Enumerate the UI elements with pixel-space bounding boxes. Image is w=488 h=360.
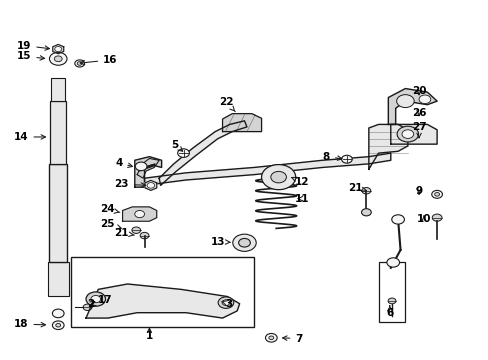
- Circle shape: [177, 149, 189, 157]
- Circle shape: [341, 155, 351, 163]
- Circle shape: [361, 188, 370, 194]
- Circle shape: [49, 52, 67, 65]
- Text: 2: 2: [87, 299, 95, 309]
- Circle shape: [147, 183, 154, 188]
- Circle shape: [238, 238, 250, 247]
- Circle shape: [86, 292, 105, 306]
- Text: 22: 22: [218, 97, 235, 112]
- Text: 4: 4: [115, 158, 132, 168]
- Polygon shape: [368, 125, 407, 169]
- Circle shape: [218, 297, 233, 309]
- Circle shape: [418, 95, 430, 104]
- Text: 12: 12: [291, 177, 308, 187]
- Text: 27: 27: [411, 122, 426, 138]
- Text: 24: 24: [100, 204, 120, 215]
- Text: 23: 23: [114, 179, 145, 189]
- Polygon shape: [387, 89, 436, 125]
- Circle shape: [361, 209, 370, 216]
- Text: 16: 16: [80, 55, 118, 65]
- Text: 21: 21: [348, 183, 366, 193]
- Polygon shape: [159, 121, 246, 185]
- Polygon shape: [122, 207, 157, 221]
- Circle shape: [431, 214, 441, 221]
- Circle shape: [132, 227, 141, 233]
- Text: 21: 21: [114, 228, 134, 238]
- Circle shape: [434, 193, 439, 196]
- Text: 19: 19: [17, 41, 49, 50]
- Polygon shape: [137, 158, 159, 178]
- Circle shape: [91, 296, 101, 303]
- Circle shape: [52, 321, 64, 329]
- Circle shape: [77, 62, 82, 65]
- Circle shape: [386, 258, 399, 267]
- Circle shape: [396, 126, 418, 142]
- Bar: [49, 164, 67, 262]
- Bar: [50, 101, 66, 164]
- Circle shape: [54, 56, 62, 62]
- Circle shape: [387, 298, 395, 304]
- Circle shape: [135, 162, 147, 171]
- Polygon shape: [222, 114, 261, 132]
- Text: 20: 20: [411, 86, 426, 96]
- Circle shape: [270, 171, 286, 183]
- Text: 1: 1: [145, 328, 153, 341]
- Circle shape: [222, 300, 229, 306]
- Polygon shape: [144, 180, 157, 190]
- Circle shape: [268, 336, 273, 339]
- Text: 10: 10: [416, 214, 430, 224]
- Text: 25: 25: [100, 219, 121, 229]
- Circle shape: [232, 234, 256, 251]
- Text: 14: 14: [14, 132, 45, 142]
- Circle shape: [55, 46, 61, 52]
- Text: 13: 13: [210, 237, 230, 247]
- Text: 3: 3: [222, 299, 232, 309]
- Polygon shape: [53, 44, 63, 54]
- Text: 17: 17: [91, 295, 113, 306]
- Circle shape: [56, 323, 61, 327]
- Text: 18: 18: [14, 319, 45, 329]
- Text: 6: 6: [386, 306, 393, 318]
- Polygon shape: [390, 125, 436, 144]
- Circle shape: [265, 333, 277, 342]
- Circle shape: [52, 309, 64, 318]
- Text: 5: 5: [171, 140, 183, 151]
- Polygon shape: [135, 157, 161, 187]
- Polygon shape: [86, 284, 239, 318]
- Circle shape: [431, 190, 442, 198]
- Polygon shape: [144, 153, 390, 185]
- Circle shape: [396, 95, 413, 108]
- Bar: [48, 262, 69, 296]
- Circle shape: [391, 215, 404, 224]
- Text: 15: 15: [17, 51, 44, 61]
- Text: 7: 7: [282, 333, 302, 343]
- Bar: [71, 257, 254, 327]
- Circle shape: [401, 130, 413, 138]
- Circle shape: [261, 165, 295, 190]
- Circle shape: [83, 304, 92, 311]
- Text: 11: 11: [294, 194, 308, 204]
- Bar: [378, 262, 405, 321]
- Text: 26: 26: [411, 108, 426, 118]
- Text: 9: 9: [415, 186, 422, 197]
- Circle shape: [140, 232, 149, 239]
- Text: 8: 8: [322, 152, 341, 162]
- Circle shape: [75, 60, 84, 67]
- Bar: [51, 78, 65, 101]
- Circle shape: [135, 211, 144, 218]
